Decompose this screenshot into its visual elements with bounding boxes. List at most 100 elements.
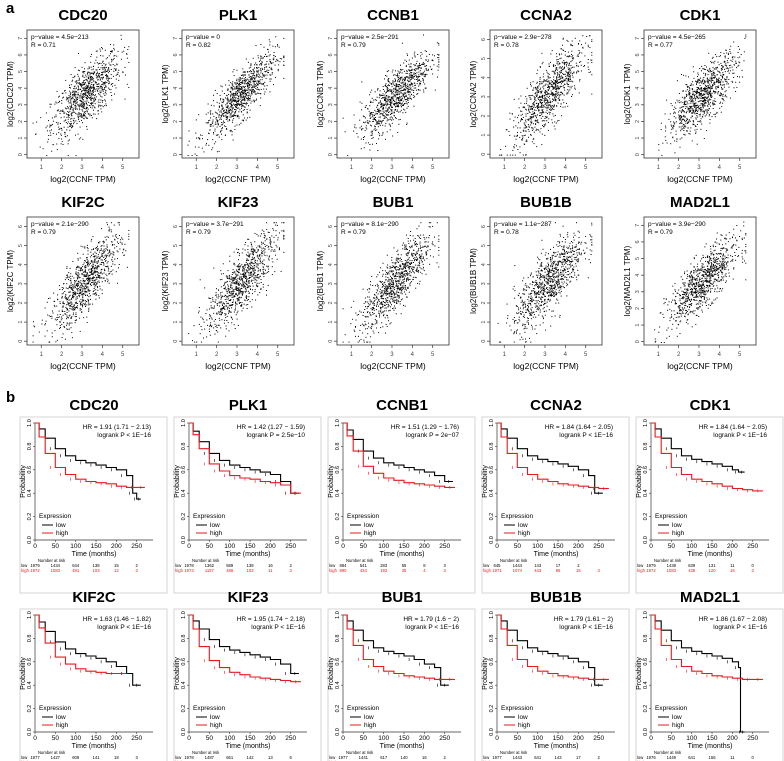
data-point — [256, 74, 258, 76]
data-point — [236, 83, 238, 84]
data-point — [547, 121, 549, 123]
data-point — [703, 111, 705, 113]
data-point — [389, 111, 391, 113]
data-point — [88, 93, 90, 95]
data-point — [260, 93, 262, 95]
data-point — [402, 79, 403, 81]
data-point — [80, 116, 82, 118]
data-point — [196, 137, 197, 139]
data-point — [407, 87, 409, 89]
data-point — [709, 77, 711, 79]
data-point — [545, 111, 547, 113]
data-point — [102, 73, 104, 75]
data-point — [238, 77, 240, 79]
data-point — [408, 91, 410, 93]
data-point — [409, 91, 411, 93]
data-point — [531, 122, 532, 124]
data-point — [52, 120, 54, 122]
data-point — [545, 123, 547, 125]
data-point — [85, 285, 87, 287]
data-point — [382, 124, 384, 126]
data-point — [705, 91, 707, 93]
data-point — [563, 102, 565, 104]
data-point — [94, 95, 96, 97]
data-point — [241, 102, 243, 104]
data-point — [86, 107, 88, 109]
data-point — [515, 125, 517, 127]
data-point — [576, 71, 578, 73]
data-point — [71, 115, 73, 117]
data-point — [418, 74, 420, 76]
data-point — [79, 105, 81, 107]
data-point — [81, 311, 83, 313]
data-point — [540, 128, 542, 130]
data-point — [198, 114, 200, 116]
data-point — [675, 117, 677, 119]
data-point — [514, 154, 516, 156]
data-point — [104, 92, 106, 94]
data-point — [70, 95, 72, 97]
data-point — [369, 124, 371, 126]
data-point — [87, 77, 89, 79]
data-point — [672, 127, 674, 128]
data-point — [63, 126, 65, 128]
data-point — [101, 87, 103, 89]
data-point — [232, 89, 234, 91]
data-point — [727, 67, 728, 69]
data-point — [107, 77, 109, 79]
data-point — [415, 68, 417, 70]
data-point — [698, 114, 700, 116]
data-point — [71, 127, 72, 129]
data-point — [521, 119, 523, 120]
data-point — [231, 85, 233, 87]
data-point — [710, 82, 712, 84]
data-point — [698, 106, 700, 108]
data-point — [240, 95, 242, 97]
data-point — [91, 94, 92, 96]
data-point — [253, 73, 255, 75]
scatter-title: CCNA2 — [520, 7, 572, 24]
x-tick-label: 5 — [738, 165, 742, 171]
data-point — [406, 71, 408, 72]
data-point — [691, 140, 693, 142]
data-point — [726, 81, 728, 83]
data-point — [379, 124, 381, 126]
data-point — [91, 270, 93, 272]
data-point — [703, 103, 705, 105]
data-point — [691, 116, 693, 118]
data-point — [559, 95, 561, 97]
data-point — [532, 128, 534, 130]
data-point — [555, 122, 557, 124]
data-point — [83, 76, 85, 78]
data-point — [407, 76, 409, 78]
data-point — [730, 64, 732, 66]
data-point — [701, 70, 702, 72]
data-point — [398, 97, 400, 98]
data-point — [35, 133, 37, 135]
data-point — [237, 99, 239, 101]
data-point — [720, 52, 722, 53]
y-tick-label: 0 — [173, 153, 179, 156]
data-point — [562, 77, 564, 79]
data-point — [557, 79, 559, 81]
data-point — [541, 106, 543, 108]
data-point — [361, 81, 363, 83]
data-point — [438, 57, 440, 59]
x-tick-label: 5 — [584, 165, 588, 171]
data-point — [680, 111, 682, 113]
data-point — [378, 123, 380, 125]
data-point — [577, 55, 579, 57]
data-point — [226, 128, 228, 129]
data-point — [235, 109, 237, 111]
data-point — [711, 62, 712, 64]
data-point — [67, 303, 69, 305]
data-point — [256, 67, 258, 68]
data-point — [406, 124, 408, 125]
scatter-title: PLK1 — [219, 7, 257, 24]
data-point — [87, 85, 89, 87]
data-point — [555, 98, 556, 100]
x-tick-label: 5 — [431, 165, 435, 171]
data-point — [568, 68, 570, 70]
data-point — [93, 101, 95, 103]
data-point — [372, 101, 374, 103]
